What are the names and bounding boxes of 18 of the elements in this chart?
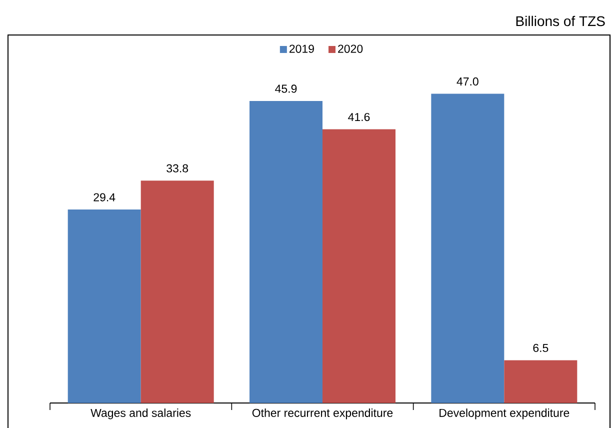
bar [68, 210, 141, 403]
data-label: 47.0 [456, 77, 478, 86]
x-tick-label: Development expenditure [440, 408, 570, 420]
data-label: 41.6 [348, 112, 370, 122]
legend-label: 2019 [290, 44, 314, 53]
data-label: 6.5 [533, 344, 548, 352]
x-tick-label: Wages and salaries [90, 408, 191, 420]
data-label: 29.4 [94, 193, 116, 202]
bar [504, 360, 578, 403]
bar [431, 94, 504, 403]
bar [322, 129, 396, 403]
legend-label: 2020 [338, 44, 363, 53]
data-label: 45.9 [275, 84, 297, 93]
chart-subtitle: Billions of TZS [516, 16, 605, 26]
data-label: 33.8 [166, 164, 188, 172]
bar [250, 100, 323, 403]
x-tick-label: Other recurrent expenditure [252, 408, 393, 420]
bar [140, 180, 214, 403]
